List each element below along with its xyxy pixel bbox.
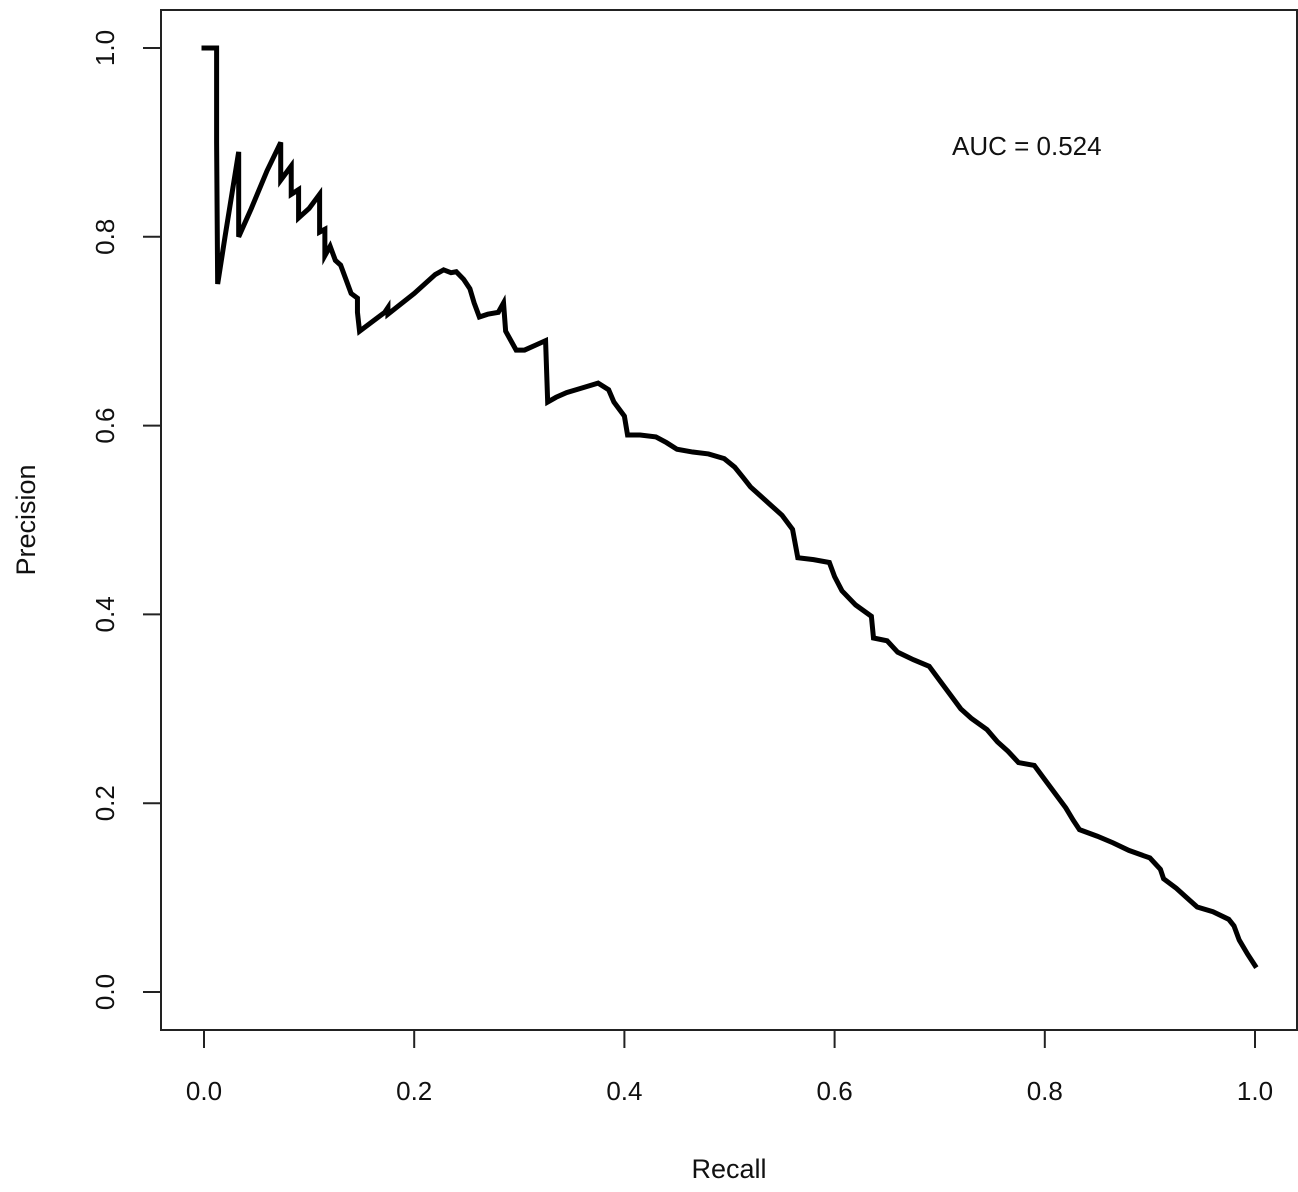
precision-recall-curve — [201, 45, 1259, 970]
x-tick-label-0: 0.0 — [186, 1076, 222, 1106]
y-tick-label-2: 0.4 — [90, 596, 120, 632]
x-tick-label-2: 0.4 — [606, 1076, 642, 1106]
y-axis: 0.0 0.2 0.4 0.6 0.8 1.0 — [90, 30, 162, 1010]
x-tick-label-1: 0.2 — [396, 1076, 432, 1106]
y-tick-label-1: 0.2 — [90, 785, 120, 821]
y-axis-title: Precision — [11, 464, 41, 575]
y-tick-label-5: 1.0 — [90, 30, 120, 66]
y-tick-label-3: 0.6 — [90, 408, 120, 444]
x-axis: 0.0 0.2 0.4 0.6 0.8 1.0 — [186, 1029, 1273, 1106]
x-tick-label-4: 0.8 — [1027, 1076, 1063, 1106]
y-tick-label-4: 0.8 — [90, 219, 120, 255]
y-tick-label-0: 0.0 — [90, 974, 120, 1010]
auc-annotation: AUC = 0.524 — [952, 131, 1102, 161]
x-tick-label-5: 1.0 — [1237, 1076, 1273, 1106]
x-tick-label-3: 0.6 — [817, 1076, 853, 1106]
x-axis-title: Recall — [691, 1154, 766, 1184]
